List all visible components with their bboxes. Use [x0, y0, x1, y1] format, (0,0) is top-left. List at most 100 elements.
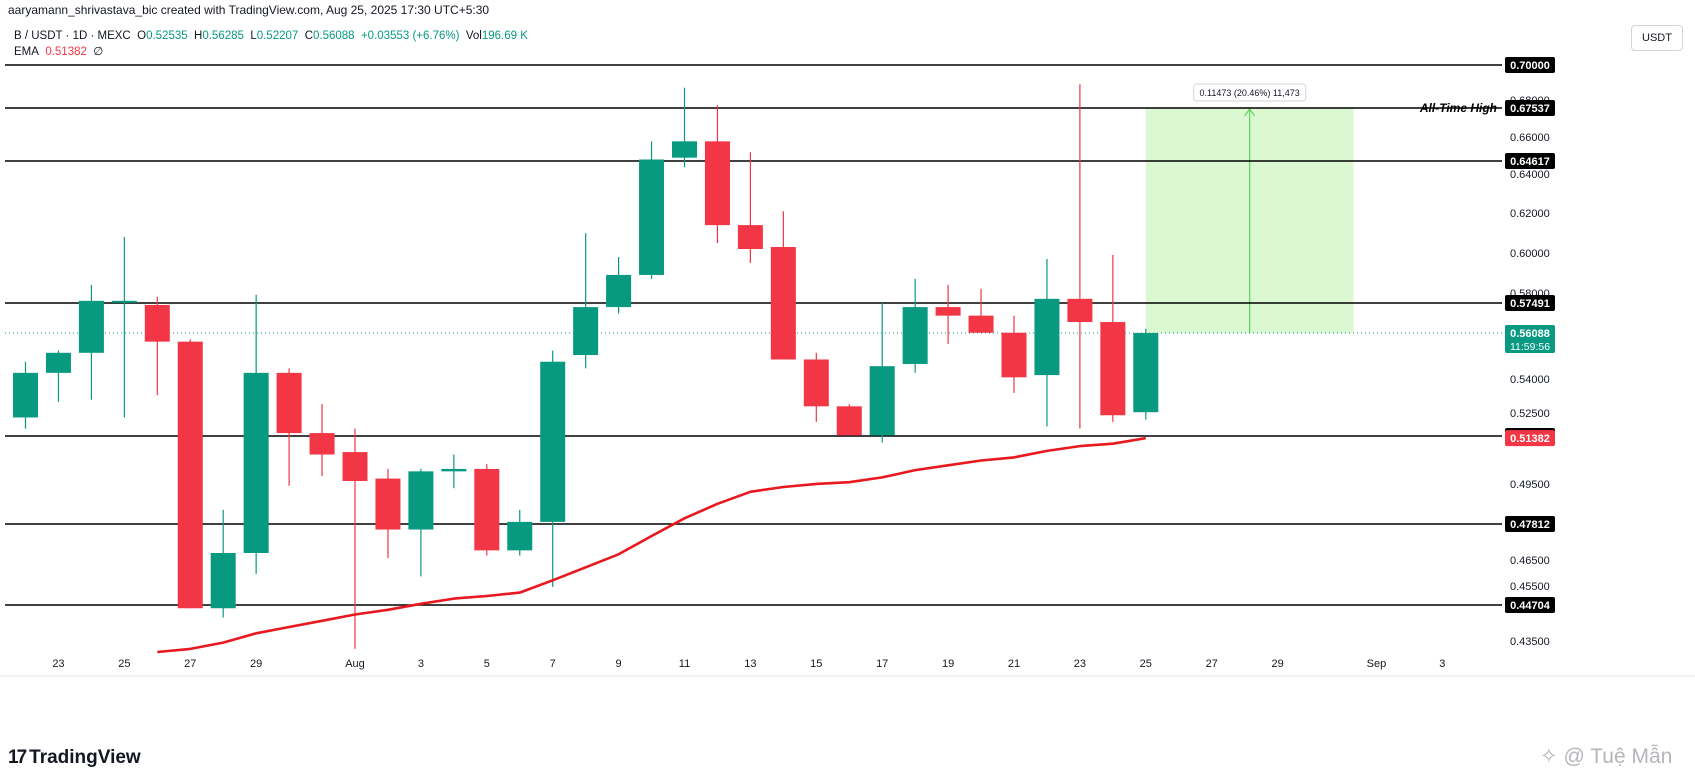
candle-body	[672, 141, 697, 158]
volume-value: 196.69 K	[481, 30, 528, 42]
x-tick-label: 9	[616, 658, 622, 670]
x-tick-label: Aug	[345, 658, 365, 670]
candle[interactable]	[309, 404, 335, 477]
candles-layer	[13, 84, 1159, 649]
candle[interactable]	[704, 105, 730, 244]
open-value: 0.52535	[146, 30, 188, 42]
ema-line[interactable]	[157, 436, 1147, 654]
price-chart[interactable]: 0.11473 (20.46%) 11,473 All-Time High 23…	[0, 0, 1695, 740]
x-tick-label: 3	[418, 658, 424, 670]
candle-body	[441, 468, 467, 472]
candle[interactable]	[276, 368, 302, 486]
candle[interactable]	[573, 233, 599, 369]
candle-body	[770, 247, 796, 360]
x-tick-label: 23	[1074, 658, 1086, 670]
low-value: 0.52207	[256, 30, 299, 42]
candle[interactable]	[243, 294, 269, 574]
watermark-text: @ Tuệ Mẫn	[1563, 745, 1673, 768]
candle[interactable]	[111, 237, 137, 418]
x-tick-label: 5	[484, 658, 490, 670]
x-tick-label: 3	[1439, 658, 1445, 670]
candle[interactable]	[540, 350, 566, 587]
candle-body	[507, 521, 533, 551]
candle[interactable]	[1067, 84, 1093, 429]
candle[interactable]	[1034, 258, 1060, 427]
candle-body	[13, 372, 38, 418]
candle[interactable]	[935, 284, 961, 344]
ema-label[interactable]: EMA	[14, 46, 39, 58]
candle[interactable]	[1001, 315, 1027, 393]
y-tick-label: 0.62000	[1510, 208, 1550, 220]
level-price-tag-text: 0.67537	[1510, 103, 1550, 115]
candle[interactable]	[177, 339, 203, 609]
x-tick-label: 19	[942, 658, 954, 670]
candle[interactable]	[507, 509, 533, 556]
candle-body	[836, 406, 862, 436]
x-tick-label: 17	[876, 658, 888, 670]
candle[interactable]	[803, 352, 829, 422]
candle[interactable]	[45, 350, 71, 402]
x-tick-label: 27	[1206, 658, 1218, 670]
candle-body	[1001, 332, 1027, 378]
candle[interactable]	[836, 404, 862, 436]
open-label: O	[137, 30, 147, 42]
candle-body	[177, 341, 203, 609]
candle-body	[606, 274, 632, 308]
measure-zone-label-box	[1193, 83, 1307, 102]
candle[interactable]	[375, 468, 401, 559]
y-tick-label: 0.66000	[1510, 132, 1550, 144]
candle-body	[243, 372, 269, 553]
candle[interactable]	[441, 454, 467, 489]
candle-body	[474, 468, 500, 551]
candle[interactable]	[606, 256, 632, 314]
candle-body	[869, 366, 895, 436]
candle-body	[342, 452, 368, 481]
level-price-tag-text: 0.64617	[1510, 156, 1550, 168]
level-price-tag: 0.67537	[1505, 100, 1555, 116]
candle-body	[45, 352, 71, 373]
candle-body	[78, 300, 104, 353]
candle[interactable]	[902, 278, 928, 373]
y-tick-label: 0.45500	[1510, 581, 1550, 593]
y-tick-label: 0.49500	[1510, 479, 1550, 491]
tradingview-logo-mark-icon: 17	[8, 747, 27, 768]
level-price-tag-text: 0.47812	[1510, 519, 1550, 531]
candle[interactable]	[1100, 254, 1126, 422]
candle[interactable]	[144, 296, 170, 396]
x-tick-label: 25	[118, 658, 130, 670]
candle[interactable]	[639, 141, 665, 279]
sparkle-logo-icon: ✧	[1540, 745, 1558, 768]
measure-zone-layer: 0.11473 (20.46%) 11,473	[1145, 83, 1354, 333]
volume-label: Vol	[465, 30, 482, 42]
candle-body	[111, 300, 137, 303]
close-value: 0.56088	[313, 30, 355, 42]
candle[interactable]	[408, 468, 434, 577]
tradingview-logo[interactable]: 17 TradingView	[8, 747, 141, 769]
change-value: +0.03553 (+6.76%)	[360, 30, 460, 42]
ema-value: 0.51382	[45, 46, 87, 58]
candle[interactable]	[968, 288, 994, 333]
candle[interactable]	[1133, 328, 1159, 420]
candle[interactable]	[869, 302, 895, 443]
candle[interactable]	[672, 87, 697, 168]
level-price-tag: 0.44704	[1505, 597, 1555, 613]
candle-body	[1034, 298, 1060, 376]
candle[interactable]	[737, 152, 763, 263]
chart-attribution: aaryamann_shrivastava_bic created with T…	[8, 3, 490, 17]
axes-layer: 23 25 27 29 Aug 3 5 7 9 11 13 15 17 19 21 23 25 27 29 Sep 3 0…	[52, 95, 1549, 670]
candle[interactable]	[210, 509, 236, 618]
x-tick-label: 27	[184, 658, 196, 670]
candle[interactable]	[770, 211, 796, 360]
symbol-title[interactable]: B / USDT · 1D · MEXC	[14, 30, 131, 42]
candle-body	[902, 307, 928, 364]
candle[interactable]	[13, 361, 38, 429]
candle[interactable]	[78, 284, 104, 400]
candle-body	[408, 471, 434, 530]
candle-body	[737, 225, 763, 250]
x-tick-label: 23	[52, 658, 64, 670]
high-label: H	[194, 30, 203, 42]
x-tick-label: 13	[744, 658, 756, 670]
currency-selector-button[interactable]: USDT	[1631, 25, 1683, 51]
candle[interactable]	[342, 428, 368, 649]
candle[interactable]	[474, 464, 500, 556]
